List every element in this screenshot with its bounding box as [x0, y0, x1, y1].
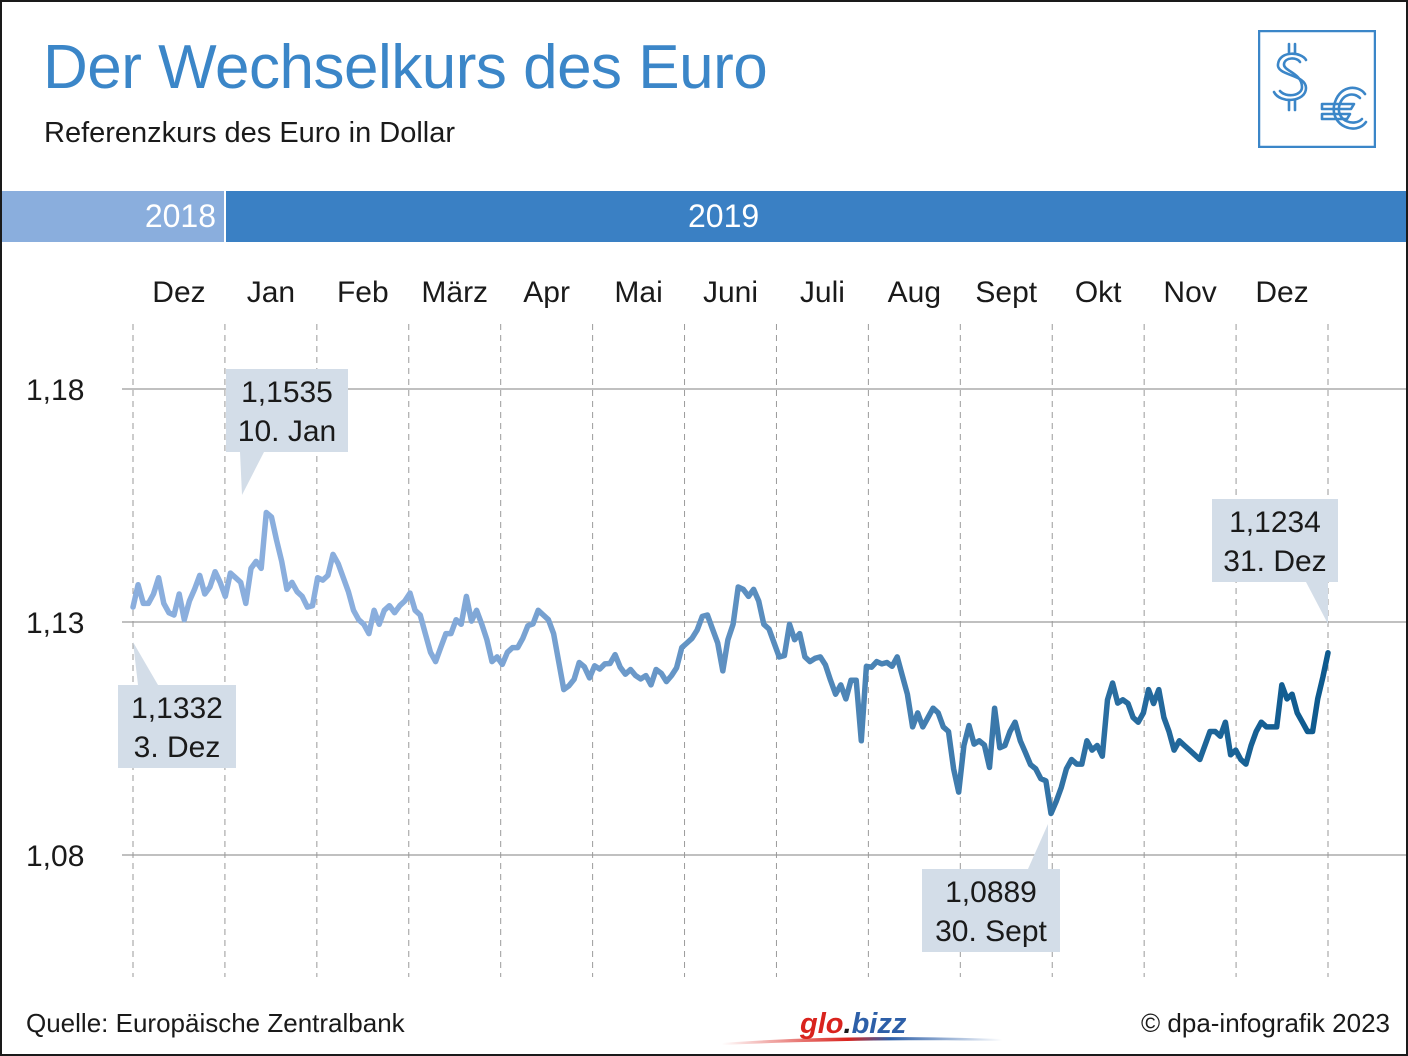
month-label: Juni [703, 276, 758, 309]
copyright-note: © dpa-infografik 2023 [1141, 1008, 1390, 1038]
month-label: Sept [975, 276, 1037, 309]
month-labels: Dez Jan Feb März Apr Mai Juni Juli Aug Sept Okt Nov… [152, 276, 1308, 309]
year-label-2018: 2018 [2, 191, 224, 242]
y-tick-label: 1,18 [26, 374, 84, 407]
value-callout: 1,1234 31. Dez [1212, 499, 1338, 624]
grid [122, 324, 1406, 977]
month-label: Nov [1163, 276, 1216, 309]
value-callout: 1,1535 10. Jan [226, 369, 348, 495]
callout-date: 10. Jan [238, 415, 336, 448]
callout-value: 1,1234 [1229, 506, 1321, 539]
month-label: Feb [337, 276, 389, 309]
globizz-logo: glo.bizz [722, 1004, 1002, 1050]
month-label: Dez [152, 276, 205, 309]
callout-value: 1,0889 [945, 876, 1037, 909]
dollar-euro-icon [1258, 30, 1376, 148]
y-tick-label: 1,08 [26, 840, 84, 873]
callout-date: 31. Dez [1223, 545, 1326, 578]
callout-value: 1,1332 [131, 692, 223, 725]
y-axis-labels: 1,08 1,13 1,18 [26, 374, 84, 873]
swoosh-icon [722, 1037, 1002, 1045]
month-label: Dez [1255, 276, 1308, 309]
year-label-2019: 2019 [226, 191, 1406, 242]
callout-date: 30. Sept [935, 915, 1047, 948]
value-callout: 1,0889 30. Sept [922, 824, 1060, 952]
euro-dollar-line [130, 509, 1331, 817]
month-label: Jan [247, 276, 295, 309]
value-callout: 1,1332 3. Dez [118, 642, 236, 768]
month-label: Aug [888, 276, 941, 309]
month-label: März [421, 276, 488, 309]
series [130, 509, 1331, 817]
y-tick-label: 1,13 [26, 607, 84, 640]
page-subtitle: Referenzkurs des Euro in Dollar [44, 117, 456, 149]
year-band: 2018 2019 [2, 191, 1406, 242]
month-label: Okt [1075, 276, 1122, 309]
callout-date: 3. Dez [134, 731, 221, 764]
month-label: Apr [523, 276, 570, 309]
month-label: Mai [614, 276, 662, 309]
source-note: Quelle: Europäische Zentralbank [26, 1008, 405, 1038]
callout-value: 1,1535 [241, 376, 333, 409]
page-title: Der Wechselkurs des Euro [43, 33, 768, 102]
month-label: Juli [800, 276, 845, 309]
